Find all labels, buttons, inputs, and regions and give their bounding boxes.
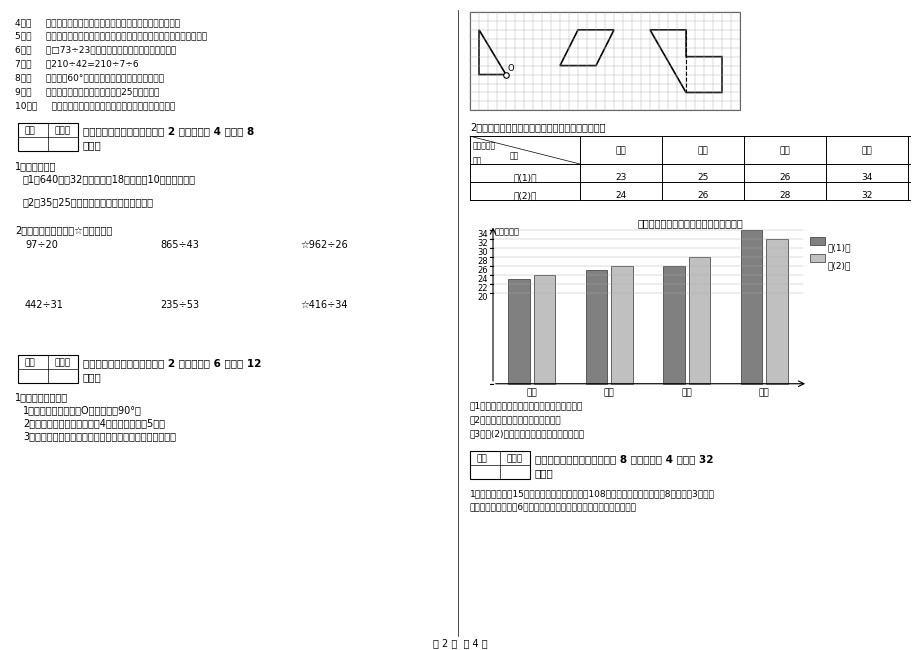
Text: 24: 24 bbox=[477, 275, 487, 284]
Text: 4．（     ）平移只是改变图形的位置和方向，不改变图形的大小。: 4．（ ）平移只是改变图形的位置和方向，不改变图形的大小。 bbox=[15, 18, 180, 27]
Text: （2）35与25的和再乘它们的差，积是多少？: （2）35与25的和再乘它们的差，积是多少？ bbox=[23, 197, 153, 207]
Bar bbox=[663, 266, 684, 383]
Text: 7．（     ）210÷42=210÷7÷6: 7．（ ）210÷42=210÷7÷6 bbox=[15, 60, 139, 69]
Text: 四(1)班: 四(1)班 bbox=[827, 244, 851, 253]
Text: 2．育才小学四年级两个班回收易拉罐情况如下表。: 2．育才小学四年级两个班回收易拉罐情况如下表。 bbox=[470, 122, 605, 132]
Bar bbox=[809, 255, 824, 263]
Text: 得分: 得分 bbox=[25, 358, 36, 367]
Bar bbox=[766, 239, 787, 384]
Text: 评卷人: 评卷人 bbox=[55, 126, 71, 135]
Text: 五月: 五月 bbox=[697, 146, 708, 155]
Text: （1）640除以32的商，加上18，再乘以10，积是多少？: （1）640除以32的商，加上18，再乘以10，积是多少？ bbox=[23, 174, 196, 184]
Text: 23: 23 bbox=[615, 173, 626, 182]
Text: （3）四(2)班四个月一共回收多少个易拉罐？: （3）四(2)班四个月一共回收多少个易拉罐？ bbox=[470, 430, 584, 439]
Bar bbox=[533, 275, 555, 384]
Text: 20: 20 bbox=[477, 293, 487, 302]
Text: 月份: 月份 bbox=[509, 151, 518, 160]
Text: 四、看清题目，细心计算（共 2 小题，每题 4 分，共 8: 四、看清题目，细心计算（共 2 小题，每题 4 分，共 8 bbox=[83, 126, 254, 136]
Text: 1．将下图三角形绕点O逆时针旋转90°。: 1．将下图三角形绕点O逆时针旋转90°。 bbox=[23, 406, 142, 415]
Text: 26: 26 bbox=[778, 173, 789, 182]
Bar bbox=[809, 237, 824, 244]
Text: 25: 25 bbox=[697, 173, 708, 182]
Text: 8．（     ）顶角是60°的等腰三角形一定是等边三角形。: 8．（ ）顶角是60°的等腰三角形一定是等边三角形。 bbox=[15, 73, 164, 83]
Text: 第 2 页  共 4 页: 第 2 页 共 4 页 bbox=[432, 638, 487, 648]
Text: 865÷43: 865÷43 bbox=[160, 240, 199, 250]
Text: 97÷20: 97÷20 bbox=[25, 240, 58, 250]
Text: 9．（     ）一位病人发烧，医生给他输了25升的药水。: 9．（ ）一位病人发烧，医生给他输了25升的药水。 bbox=[15, 88, 159, 96]
Text: 26: 26 bbox=[477, 266, 487, 275]
Text: 数量（个）: 数量（个） bbox=[494, 227, 519, 237]
Text: 得分: 得分 bbox=[25, 126, 36, 135]
Text: 26: 26 bbox=[697, 191, 708, 200]
Text: 五月: 五月 bbox=[603, 389, 614, 398]
Text: 28: 28 bbox=[477, 257, 487, 266]
Text: ☆416÷34: ☆416÷34 bbox=[300, 300, 347, 310]
Text: 6．（     ）□73÷23，无论方框里填几，商都是两位数。: 6．（ ）□73÷23，无论方框里填几，商都是两位数。 bbox=[15, 46, 176, 55]
Text: 数量（个）: 数量（个） bbox=[472, 141, 495, 150]
Text: 5．（     ）用计算器计算时，如果输错一个数据，就要全部清除再重新操作。: 5．（ ）用计算器计算时，如果输错一个数据，就要全部清除再重新操作。 bbox=[15, 32, 207, 41]
Bar bbox=[688, 257, 709, 384]
Text: 分）。: 分）。 bbox=[535, 468, 553, 478]
Text: 1、列式计算。: 1、列式计算。 bbox=[15, 161, 56, 171]
Text: 评卷人: 评卷人 bbox=[55, 358, 71, 367]
Text: 24: 24 bbox=[615, 191, 626, 200]
Text: 2．将平行四边形先向下平移4格，再向右平移5格。: 2．将平行四边形先向下平移4格，再向右平移5格。 bbox=[23, 419, 165, 428]
Text: 四(1)班: 四(1)班 bbox=[513, 173, 536, 182]
Text: 六月: 六月 bbox=[778, 146, 789, 155]
Text: 评卷人: 评卷人 bbox=[506, 454, 523, 463]
Text: 四(2)班: 四(2)班 bbox=[513, 191, 536, 200]
Text: 442÷31: 442÷31 bbox=[25, 300, 63, 310]
Text: 32: 32 bbox=[477, 239, 487, 248]
Text: （2）你能得到哪些信息？（写两条）: （2）你能得到哪些信息？（写两条） bbox=[470, 415, 561, 424]
Text: 235÷53: 235÷53 bbox=[160, 300, 199, 310]
Text: 1、操作与探索题。: 1、操作与探索题。 bbox=[15, 393, 68, 402]
Text: 分）。: 分）。 bbox=[83, 140, 102, 150]
Bar bbox=[740, 229, 762, 384]
Bar bbox=[507, 280, 529, 384]
Text: 1、清理垃圾拔页15张。张彬傅和刘标傅共清除108吨垃圾，张彬傅每天清理8吨，工作3天后，: 1、清理垃圾拔页15张。张彬傅和刘标傅共清除108吨垃圾，张彬傅每天清理8吨，工… bbox=[470, 489, 714, 498]
Text: 七月: 七月 bbox=[861, 146, 871, 155]
Text: 32: 32 bbox=[860, 191, 872, 200]
Text: 班级: 班级 bbox=[472, 156, 482, 165]
Text: 34: 34 bbox=[477, 229, 487, 239]
Text: O: O bbox=[507, 64, 514, 73]
Text: 10．（     ）一个图形经过平移后，它的位置和形状都改变了。: 10．（ ）一个图形经过平移后，它的位置和形状都改变了。 bbox=[15, 101, 175, 111]
Text: 四(2)班: 四(2)班 bbox=[827, 261, 850, 270]
Text: 3．面出右边的图形的另一半，使它成为一个轴对称图形。: 3．面出右边的图形的另一半，使它成为一个轴对称图形。 bbox=[23, 432, 176, 441]
Text: 四月: 四月 bbox=[615, 146, 626, 155]
Text: 28: 28 bbox=[778, 191, 789, 200]
Text: 22: 22 bbox=[477, 284, 487, 293]
Bar bbox=[610, 266, 632, 383]
Text: 分）。: 分）。 bbox=[83, 372, 102, 382]
Text: 30: 30 bbox=[477, 248, 487, 257]
Text: 对标傅加入共同用了6天完成了任务。张师傅和刘师傅各应得多少元？: 对标傅加入共同用了6天完成了任务。张师傅和刘师傅各应得多少元？ bbox=[470, 502, 636, 511]
Text: 得分: 得分 bbox=[476, 454, 487, 463]
Text: ☆962÷26: ☆962÷26 bbox=[300, 240, 347, 250]
Text: 七月: 七月 bbox=[758, 389, 769, 398]
Text: 六月: 六月 bbox=[681, 389, 691, 398]
Text: 育才小学四年级两个班回收易拉罐统计图: 育才小学四年级两个班回收易拉罐统计图 bbox=[637, 218, 742, 227]
Text: 六、应用知识，解决问题（共 8 小题，每题 4 分，共 32: 六、应用知识，解决问题（共 8 小题，每题 4 分，共 32 bbox=[535, 454, 713, 464]
Bar bbox=[584, 270, 607, 384]
Text: 2、用竖式计算。（带☆的要验算）: 2、用竖式计算。（带☆的要验算） bbox=[15, 226, 112, 236]
Text: 34: 34 bbox=[860, 173, 872, 182]
Text: 四月: 四月 bbox=[526, 389, 537, 398]
Text: 五、认真思考，综合能力（共 2 小题，每题 6 分，共 12: 五、认真思考，综合能力（共 2 小题，每题 6 分，共 12 bbox=[83, 358, 261, 368]
Text: （1）根据统计表完成上面的复式条形统计图。: （1）根据统计表完成上面的复式条形统计图。 bbox=[470, 402, 583, 411]
